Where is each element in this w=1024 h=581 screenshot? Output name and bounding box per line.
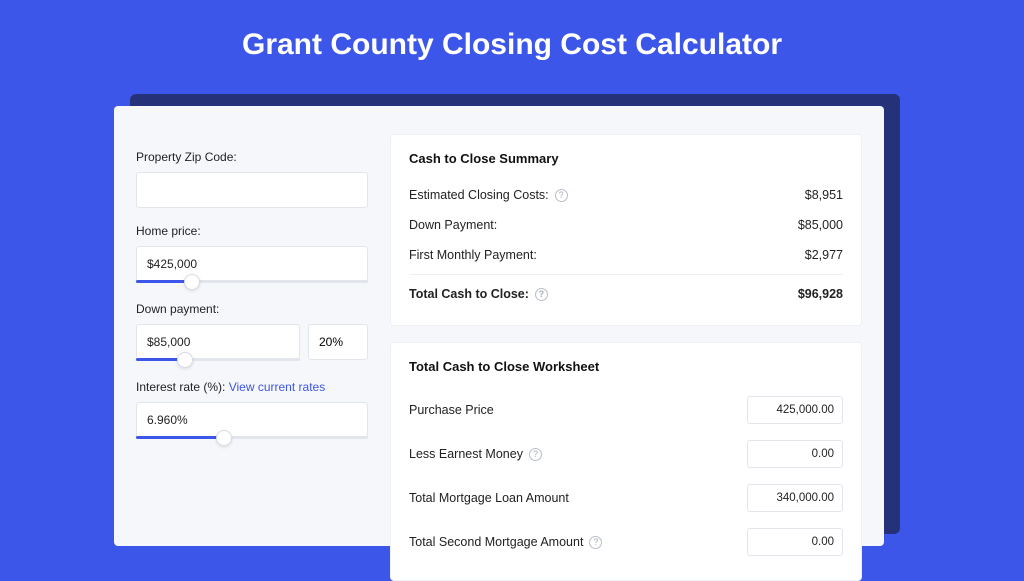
worksheet-row-input[interactable] (747, 440, 843, 468)
home-price-label: Home price: (136, 224, 368, 238)
zip-label: Property Zip Code: (136, 150, 368, 164)
down-payment-pct-input[interactable]: 20% (308, 324, 368, 360)
summary-row: First Monthly Payment: $2,977 (409, 240, 843, 270)
slider-thumb[interactable] (177, 352, 193, 368)
summary-total-row: Total Cash to Close: ? $96,928 (409, 274, 843, 309)
inputs-column: Property Zip Code: Home price: Down paym… (136, 134, 368, 518)
interest-rate-input[interactable] (136, 402, 368, 438)
summary-total-value: $96,928 (798, 287, 843, 301)
interest-rate-slider[interactable] (136, 402, 368, 438)
zip-field-group: Property Zip Code: (136, 150, 368, 208)
summary-total-label: Total Cash to Close: (409, 287, 529, 301)
summary-panel: Cash to Close Summary Estimated Closing … (390, 134, 862, 326)
worksheet-row: Total Second Mortgage Amount ? (409, 520, 843, 564)
down-payment-label: Down payment: (136, 302, 368, 316)
worksheet-row-label: Purchase Price (409, 403, 494, 417)
page-title: Grant County Closing Cost Calculator (0, 0, 1024, 84)
summary-title: Cash to Close Summary (409, 151, 843, 166)
worksheet-row-input[interactable] (747, 484, 843, 512)
worksheet-row-input[interactable] (747, 396, 843, 424)
worksheet-row: Purchase Price (409, 388, 843, 432)
worksheet-row-label: Total Second Mortgage Amount (409, 535, 583, 549)
summary-row: Down Payment: $85,000 (409, 210, 843, 240)
worksheet-row: Total Mortgage Loan Amount (409, 476, 843, 520)
slider-fill (136, 436, 224, 439)
summary-row-value: $8,951 (805, 188, 843, 202)
home-price-field-group: Home price: (136, 224, 368, 282)
down-payment-input[interactable] (136, 324, 300, 360)
slider-thumb[interactable] (184, 274, 200, 290)
summary-row: Estimated Closing Costs: ? $8,951 (409, 180, 843, 210)
down-payment-field-group: Down payment: 20% (136, 302, 368, 360)
calculator-card: Property Zip Code: Home price: Down paym… (114, 106, 884, 546)
zip-input[interactable] (136, 172, 368, 208)
home-price-slider[interactable] (136, 246, 368, 282)
interest-rate-field-group: Interest rate (%): View current rates (136, 380, 368, 438)
home-price-input[interactable] (136, 246, 368, 282)
help-icon[interactable]: ? (535, 288, 548, 301)
help-icon[interactable]: ? (589, 536, 602, 549)
summary-row-value: $2,977 (805, 248, 843, 262)
interest-rate-label: Interest rate (%): View current rates (136, 380, 368, 394)
worksheet-row-label: Less Earnest Money (409, 447, 523, 461)
worksheet-title: Total Cash to Close Worksheet (409, 359, 843, 374)
slider-thumb[interactable] (216, 430, 232, 446)
summary-row-label: First Monthly Payment: (409, 248, 537, 262)
worksheet-row-label: Total Mortgage Loan Amount (409, 491, 569, 505)
summary-row-value: $85,000 (798, 218, 843, 232)
worksheet-panel: Total Cash to Close Worksheet Purchase P… (390, 342, 862, 581)
summary-row-label: Estimated Closing Costs: (409, 188, 549, 202)
worksheet-row-input[interactable] (747, 528, 843, 556)
down-payment-slider[interactable] (136, 324, 300, 360)
interest-rate-label-text: Interest rate (%): (136, 380, 225, 394)
results-column: Cash to Close Summary Estimated Closing … (390, 134, 862, 518)
worksheet-row: Less Earnest Money ? (409, 432, 843, 476)
help-icon[interactable]: ? (555, 189, 568, 202)
summary-row-label: Down Payment: (409, 218, 497, 232)
help-icon[interactable]: ? (529, 448, 542, 461)
view-rates-link[interactable]: View current rates (229, 380, 326, 394)
